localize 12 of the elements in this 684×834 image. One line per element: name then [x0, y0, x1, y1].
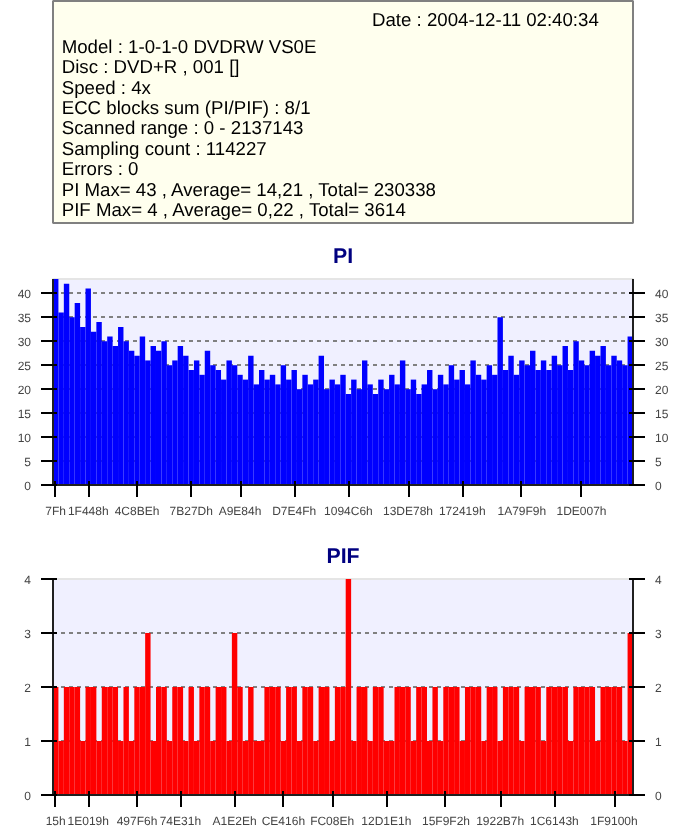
text: PIF Max= 4 , Average= 0,22 , Total= 3614 — [61, 200, 406, 221]
chart-title: PI — [332, 245, 354, 269]
text: Disc : DVD+R , 001 [] — [61, 57, 240, 78]
chart-title: PIF — [326, 545, 361, 569]
text: Sampling count : 114227 — [61, 138, 267, 159]
text: Scanned range : 0 - 2137143 — [61, 118, 304, 139]
text: PI Max= 43 , Average= 14,21 , Total= 230338 — [61, 179, 436, 200]
text: Date : 2004-12-11 02:40:34 — [372, 9, 599, 30]
text: Errors : 0 — [61, 159, 139, 180]
text: Speed : 4x — [61, 77, 152, 98]
text: ECC blocks sum (PI/PIF) : 8/1 — [61, 98, 311, 119]
text: Model : 1-0-1-0 DVDRW VS0E — [61, 36, 317, 57]
